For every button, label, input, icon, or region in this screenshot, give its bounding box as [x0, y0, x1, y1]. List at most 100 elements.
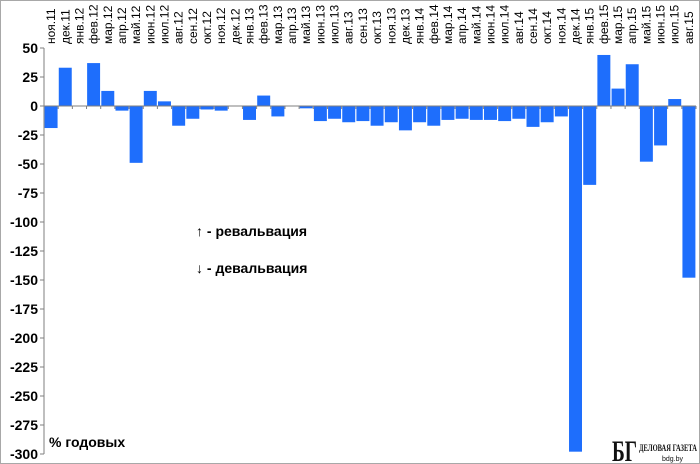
bar-22 — [342, 106, 356, 123]
bar-7 — [129, 106, 143, 163]
category-label-39: янв.15 — [583, 7, 597, 44]
y-tick-label-4: -25 — [18, 127, 38, 143]
y-tick-label-3: 0 — [30, 98, 38, 114]
category-label-1: ноя.11 — [44, 8, 58, 44]
bar-10 — [172, 106, 186, 126]
category-label-18: апр.13 — [285, 7, 299, 44]
y-tick-label-15: -300 — [10, 446, 38, 462]
bar-38 — [569, 106, 582, 452]
annotation-devaluation: ↓ - девальвация — [196, 260, 307, 276]
category-label-8: июн.12 — [143, 5, 157, 44]
category-label-17: мар.13 — [271, 5, 285, 44]
bar-36 — [540, 106, 554, 123]
bars-group — [44, 54, 696, 452]
bar-41 — [611, 88, 625, 106]
category-label-43: май.15 — [639, 5, 653, 44]
category-label-22: авг.13 — [342, 11, 356, 44]
bar-45 — [668, 99, 682, 106]
bar-13 — [214, 106, 228, 111]
category-label-41: мар.15 — [611, 5, 625, 44]
bar-32 — [483, 106, 497, 120]
category-label-42: апр.15 — [625, 7, 639, 44]
category-label-44: июн.15 — [654, 5, 668, 44]
y-tick-label-7: -100 — [10, 214, 38, 230]
category-label-14: дек.12 — [228, 8, 242, 44]
y-tick-label-9: -150 — [10, 272, 38, 288]
bar-43 — [639, 106, 653, 162]
category-label-24: окт.13 — [370, 11, 384, 44]
bar-39 — [583, 106, 597, 185]
category-label-7: май.12 — [129, 5, 143, 44]
bar-20 — [313, 106, 327, 122]
bar-17 — [271, 106, 285, 117]
y-tick-label-10: -175 — [10, 301, 38, 317]
category-label-27: янв.14 — [413, 7, 427, 44]
bar-12 — [200, 106, 214, 110]
category-label-11: сен.12 — [186, 8, 200, 44]
bar-30 — [455, 106, 469, 119]
bar-29 — [441, 106, 455, 120]
category-label-15: янв.13 — [243, 7, 257, 44]
bar-5 — [101, 90, 115, 106]
y-tick-labels: 50 25 0 -25 -50 -75 -100 -125 -150 -175 -200 -225 -2… — [10, 40, 38, 462]
bar-24 — [370, 106, 384, 126]
logo: БГ ДЕЛОВАЯ ГАЗЕТА bdg.by — [610, 435, 698, 464]
category-label-36: окт.14 — [540, 11, 554, 44]
category-label-5: мар.12 — [101, 5, 115, 44]
category-label-38: дек.14 — [569, 8, 583, 44]
annotation-revaluation: ↑ - ревальвация — [196, 223, 307, 239]
bar-46 — [682, 106, 696, 278]
bar-42 — [625, 64, 639, 106]
category-label-45: июл.15 — [668, 5, 682, 44]
y-tick-label-11: -200 — [10, 330, 38, 346]
bar-23 — [356, 106, 370, 122]
bar-26 — [398, 106, 412, 131]
category-label-20: июн.13 — [313, 5, 327, 44]
y-tick-label-14: -275 — [10, 417, 38, 433]
bar-4 — [87, 63, 101, 106]
bar-8 — [143, 90, 157, 106]
bar-27 — [413, 106, 427, 123]
bar-1 — [44, 106, 58, 129]
bar-25 — [384, 106, 398, 123]
bar-33 — [498, 106, 512, 122]
bar-37 — [554, 106, 568, 117]
y-tick-label-6: -75 — [18, 185, 38, 201]
category-label-13: ноя.12 — [214, 7, 228, 44]
category-label-34: авг.14 — [512, 11, 526, 44]
category-label-4: фев.12 — [87, 4, 101, 44]
category-label-9: июл.12 — [157, 5, 171, 44]
category-label-37: ноя.14 — [554, 7, 568, 44]
category-label-6: апр.12 — [115, 7, 129, 44]
category-label-12: окт.12 — [200, 11, 214, 44]
y-tick-label-1: 50 — [22, 40, 38, 56]
y-tick-label-12: -225 — [10, 359, 38, 375]
bar-16 — [257, 95, 271, 106]
logo-background — [610, 436, 698, 463]
category-label-19: май.13 — [299, 5, 313, 44]
bar-31 — [469, 106, 483, 120]
bar-6 — [115, 106, 129, 111]
bar-34 — [512, 106, 526, 119]
logo-name: ДЕЛОВАЯ ГАЗЕТА — [639, 443, 697, 453]
y-tick-label-2: 25 — [22, 69, 38, 85]
category-label-3: янв.12 — [72, 7, 86, 44]
logo-mark: БГ — [612, 435, 637, 464]
category-label-10: авг.12 — [172, 11, 186, 44]
bar-35 — [526, 106, 540, 127]
category-label-28: фев.14 — [427, 4, 441, 44]
category-label-26: дек.13 — [398, 8, 412, 44]
y-tick-label-13: -250 — [10, 388, 38, 404]
category-label-25: ноя.13 — [384, 7, 398, 44]
bar-21 — [328, 106, 342, 119]
category-labels: ноя.11 дек.11 янв.12 фев.12 мар.12 апр.12 май.… — [44, 4, 696, 44]
bar-9 — [157, 101, 171, 106]
bar-19 — [299, 106, 313, 109]
category-label-31: май.14 — [469, 5, 483, 44]
x-axis — [43, 105, 697, 109]
y-tick-label-5: -50 — [18, 156, 38, 172]
y-tick-label-8: -125 — [10, 243, 38, 259]
y-axis — [40, 47, 45, 455]
bar-40 — [597, 54, 611, 106]
